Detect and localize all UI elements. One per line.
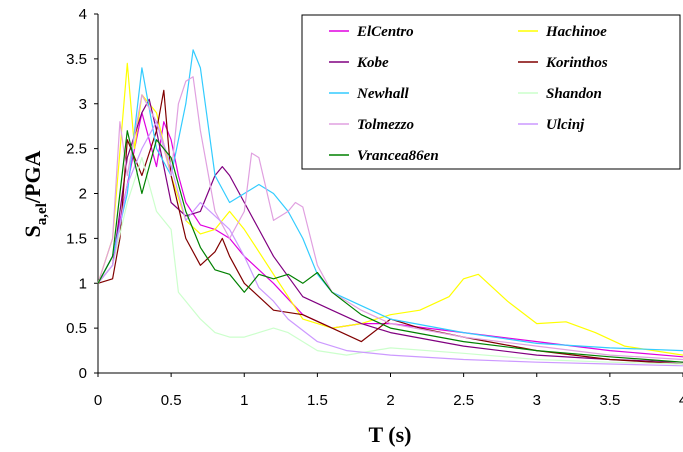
x-tick-label: 2	[386, 392, 394, 409]
series-line-newhall	[97, 49, 683, 352]
x-tick-label: 1.5	[307, 392, 328, 409]
axes: 0 0.5 1 1.5 2 2.5 3 3.5 4 0 0.5 1 1.5 2 2.5 3 3.5 4	[66, 6, 683, 409]
series-line-hachinoe	[97, 62, 683, 356]
legend: ElCentro Hachinoe Kobe Korinthos Newhall Shan…	[301, 14, 681, 170]
x-tick-label: 1	[240, 392, 248, 409]
y-axis-label-subscript: a,el	[34, 203, 50, 225]
y-tick-label: 3	[79, 96, 87, 113]
legend-label: Korinthos	[545, 55, 608, 71]
legend-label: Kobe	[356, 55, 389, 71]
x-tick-label: 3	[533, 392, 541, 409]
series-line-vrancea86en	[97, 130, 683, 363]
x-tick-label: 4	[679, 392, 683, 409]
y-axis-label-base: S	[20, 225, 45, 237]
y-axis-label: Sa,el/PGA	[20, 150, 50, 237]
y-tick-label: 2.5	[66, 141, 87, 158]
y-tick-label: 1	[79, 275, 87, 292]
x-tick-label: 2.5	[453, 392, 474, 409]
legend-box	[301, 14, 681, 170]
y-tick-label: 3.5	[66, 51, 87, 68]
series-line-shandon	[97, 157, 683, 365]
y-tick-label: 4	[79, 6, 87, 23]
series-line-tolmezzo	[97, 76, 683, 361]
legend-label: Ulcinj	[546, 117, 585, 133]
y-tick-label: 1.5	[66, 230, 87, 247]
x-tick-label: 0.5	[161, 392, 182, 409]
series-line-elcentro	[97, 112, 683, 358]
series-line-ulcinj	[97, 121, 683, 367]
legend-label: Hachinoe	[545, 24, 607, 40]
x-axis-label: T (s)	[369, 422, 412, 447]
legend-label: Shandon	[546, 86, 602, 102]
x-tick-label: 3.5	[599, 392, 620, 409]
x-tick-label: 0	[94, 392, 102, 409]
series-line-korinthos	[97, 89, 683, 365]
legend-label: Vrancea86en	[357, 148, 439, 164]
series-layer	[97, 49, 683, 367]
y-axis-label-suffix: /PGA	[20, 150, 45, 204]
legend-label: Newhall	[356, 86, 410, 102]
y-tick-label: 0	[79, 365, 87, 382]
y-tick-label: 0.5	[66, 320, 87, 337]
y-tick-label: 2	[79, 186, 87, 203]
legend-label: ElCentro	[356, 24, 414, 40]
legend-label: Tolmezzo	[357, 117, 414, 133]
